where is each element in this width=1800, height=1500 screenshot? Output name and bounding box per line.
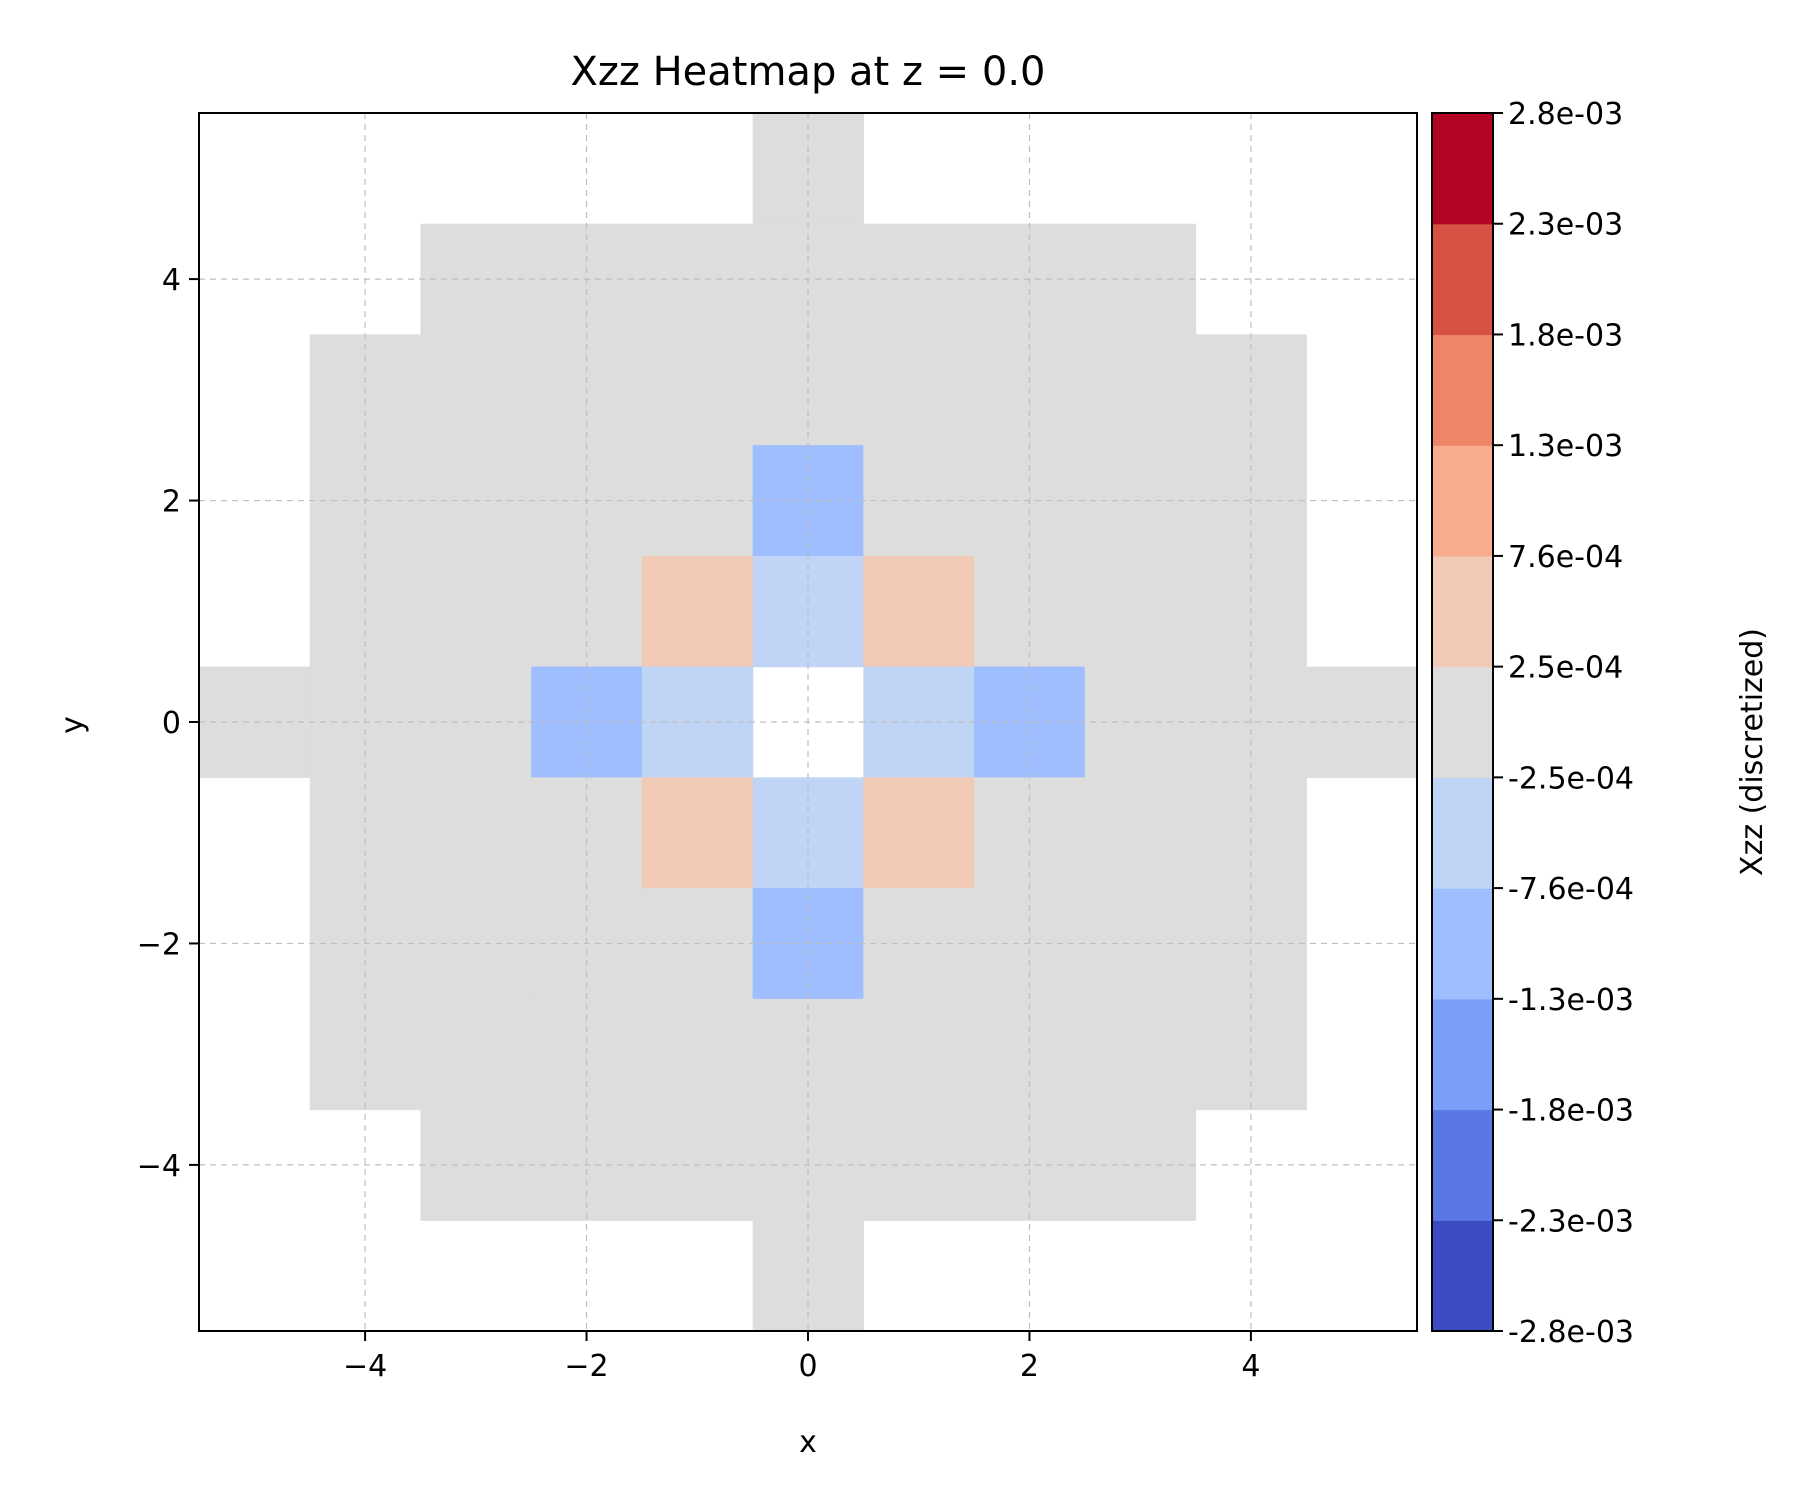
- x-tick-label: −2: [564, 1349, 608, 1384]
- colorbar-tick-label: 1.8e-03: [1508, 318, 1623, 353]
- chart-title: Xzz Heatmap at z = 0.0: [570, 49, 1045, 95]
- colorbar-segment: [1432, 999, 1493, 1110]
- y-tick-label: −2: [137, 927, 181, 962]
- y-axis-label: y: [55, 716, 90, 734]
- heatmap-cell: [420, 556, 531, 667]
- colorbar-tick-label: -2.5e-04: [1508, 761, 1634, 796]
- x-tick-label: 4: [1241, 1349, 1260, 1384]
- colorbar-segment: [1432, 1220, 1493, 1331]
- colorbar-tick-label: 2.3e-03: [1508, 208, 1623, 243]
- y-axis-ticks: −4 −2 0 2 4: [137, 263, 199, 1184]
- colorbar-tick-label: -1.8e-03: [1508, 1094, 1634, 1129]
- colorbar-segment: [1432, 224, 1493, 335]
- heatmap-cell: [1085, 334, 1196, 445]
- colorbar-segment: [1432, 113, 1493, 224]
- heatmap-cell: [642, 334, 753, 445]
- colorbar-tick-label: 7.6e-04: [1508, 540, 1623, 575]
- colorbar-segment: [1432, 556, 1493, 667]
- colorbar-tick-label: -1.3e-03: [1508, 983, 1634, 1018]
- colorbar-segment: [1432, 667, 1493, 778]
- x-tick-label: 2: [1020, 1349, 1039, 1384]
- colorbar-tick-label: 2.5e-04: [1508, 651, 1623, 686]
- y-tick-label: 4: [162, 263, 181, 298]
- colorbar-segment: [1432, 777, 1493, 888]
- colorbar-tick-label: 2.8e-03: [1508, 97, 1623, 132]
- heatmap-cell: [863, 777, 974, 888]
- colorbar-segment: [1432, 888, 1493, 999]
- heatmap-cell: [642, 556, 753, 667]
- colorbar-tick-label: 1.3e-03: [1508, 429, 1623, 464]
- heatmap-cell: [1085, 556, 1196, 667]
- heatmap-cell: [420, 999, 531, 1110]
- heatmap-cell: [642, 999, 753, 1110]
- colorbar-segment: [1432, 445, 1493, 556]
- heatmap-cell: [1085, 999, 1196, 1110]
- colorbar-tick-label: -2.8e-03: [1508, 1315, 1634, 1350]
- heatmap-cell: [420, 777, 531, 888]
- heatmap-cell: [863, 999, 974, 1110]
- colorbar: -2.8e-03 -2.3e-03 -1.8e-03 -1.3e-03 -7.6e-04…: [1432, 97, 1634, 1350]
- heatmap-cell: [642, 777, 753, 888]
- heatmap-cell: [420, 334, 531, 445]
- x-axis-label: x: [799, 1425, 817, 1460]
- y-tick-label: 2: [162, 485, 181, 520]
- colorbar-label: Xzz (discretized): [1735, 628, 1770, 876]
- colorbar-tick-label: -7.6e-04: [1508, 872, 1634, 907]
- x-tick-label: −4: [343, 1349, 387, 1384]
- heatmap-cell: [863, 556, 974, 667]
- colorbar-segment: [1432, 1110, 1493, 1221]
- colorbar-tick-label: -2.3e-03: [1508, 1204, 1634, 1239]
- heatmap-cell: [863, 334, 974, 445]
- x-tick-label: 0: [798, 1349, 817, 1384]
- colorbar-segment: [1432, 334, 1493, 445]
- y-tick-label: 0: [162, 706, 181, 741]
- y-tick-label: −4: [137, 1149, 181, 1184]
- x-axis-ticks: −4 −2 0 2 4: [343, 1331, 1260, 1384]
- heatmap-cell: [1085, 777, 1196, 888]
